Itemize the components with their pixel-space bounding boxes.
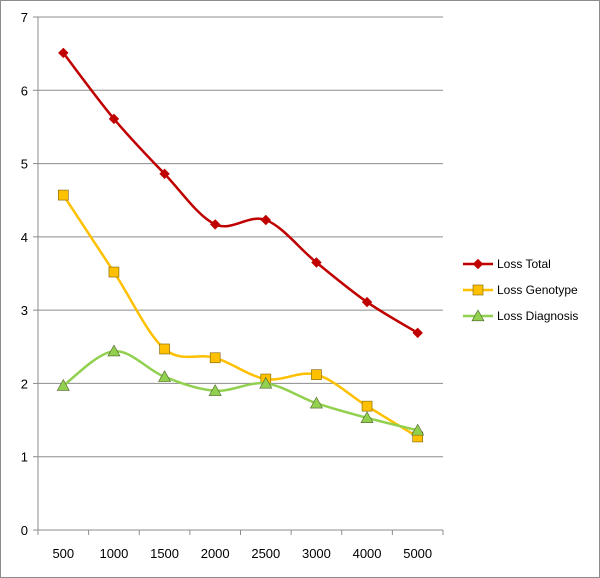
axes <box>37 17 443 531</box>
data-point-diamond <box>58 47 69 59</box>
series-line <box>62 52 419 334</box>
data-point-square <box>311 369 322 380</box>
series-loss-diagnosis <box>56 344 425 436</box>
data-point-triangle <box>56 379 70 391</box>
data-point-triangle <box>158 370 172 382</box>
legend-label: Loss Total <box>497 257 551 271</box>
data-point-triangle <box>411 423 425 436</box>
legend-item: Loss Total <box>463 257 551 271</box>
x-tick-label: 2000 <box>201 546 230 561</box>
y-tick-label: 1 <box>21 450 28 465</box>
y-axis-ticks: 0 1 2 3 4 5 6 7 <box>21 10 38 538</box>
legend-item: Loss Genotype <box>463 283 578 297</box>
x-tick-label: 1500 <box>150 546 179 561</box>
data-point-square <box>58 189 69 201</box>
x-tick-label: 1000 <box>99 546 128 561</box>
data-point-square <box>361 400 373 412</box>
data-point-triangle <box>360 411 374 423</box>
legend-label: Loss Genotype <box>497 283 578 297</box>
legend-item: Loss Diagnosis <box>463 309 578 323</box>
data-point-triangle <box>107 344 121 357</box>
y-tick-label: 2 <box>21 376 28 391</box>
legend-marker-square <box>472 284 484 296</box>
series-layer <box>56 47 425 443</box>
y-tick-label: 4 <box>21 230 28 245</box>
series-loss-genotype <box>58 189 423 443</box>
y-tick-label: 0 <box>21 523 28 538</box>
data-point-diamond <box>209 219 221 230</box>
data-point-square <box>159 343 170 355</box>
series-loss-total <box>58 47 423 339</box>
data-point-square <box>108 266 120 278</box>
x-tick-label: 5000 <box>403 546 432 561</box>
gridlines <box>38 16 443 458</box>
data-point-diamond <box>108 113 120 125</box>
x-tick-label: 4000 <box>353 546 382 561</box>
data-point-diamond <box>159 168 170 180</box>
x-tick-label: 500 <box>52 546 74 561</box>
y-tick-label: 7 <box>21 10 28 25</box>
data-point-diamond <box>311 257 322 268</box>
data-point-triangle <box>259 376 273 389</box>
x-tick-label: 3000 <box>302 546 331 561</box>
data-point-triangle <box>309 396 323 409</box>
x-tick-label: 2500 <box>251 546 280 561</box>
data-point-square <box>209 352 221 364</box>
legend-marker-triangle <box>471 309 485 322</box>
legend-label: Loss Diagnosis <box>497 309 578 323</box>
legend: Loss Total Loss Genotype Loss Diagnosis <box>463 257 578 323</box>
y-tick-label: 5 <box>21 157 28 172</box>
data-point-triangle <box>208 384 222 396</box>
data-point-diamond <box>412 327 423 339</box>
x-axis-ticks: 500 1000 1500 2000 2500 3000 4000 5000 <box>37 530 444 561</box>
legend-marker-diamond <box>472 258 484 270</box>
y-tick-label: 6 <box>21 83 28 98</box>
y-tick-label: 3 <box>21 303 28 318</box>
data-point-diamond <box>260 214 272 226</box>
series-line <box>62 194 419 438</box>
data-point-diamond <box>361 296 373 308</box>
